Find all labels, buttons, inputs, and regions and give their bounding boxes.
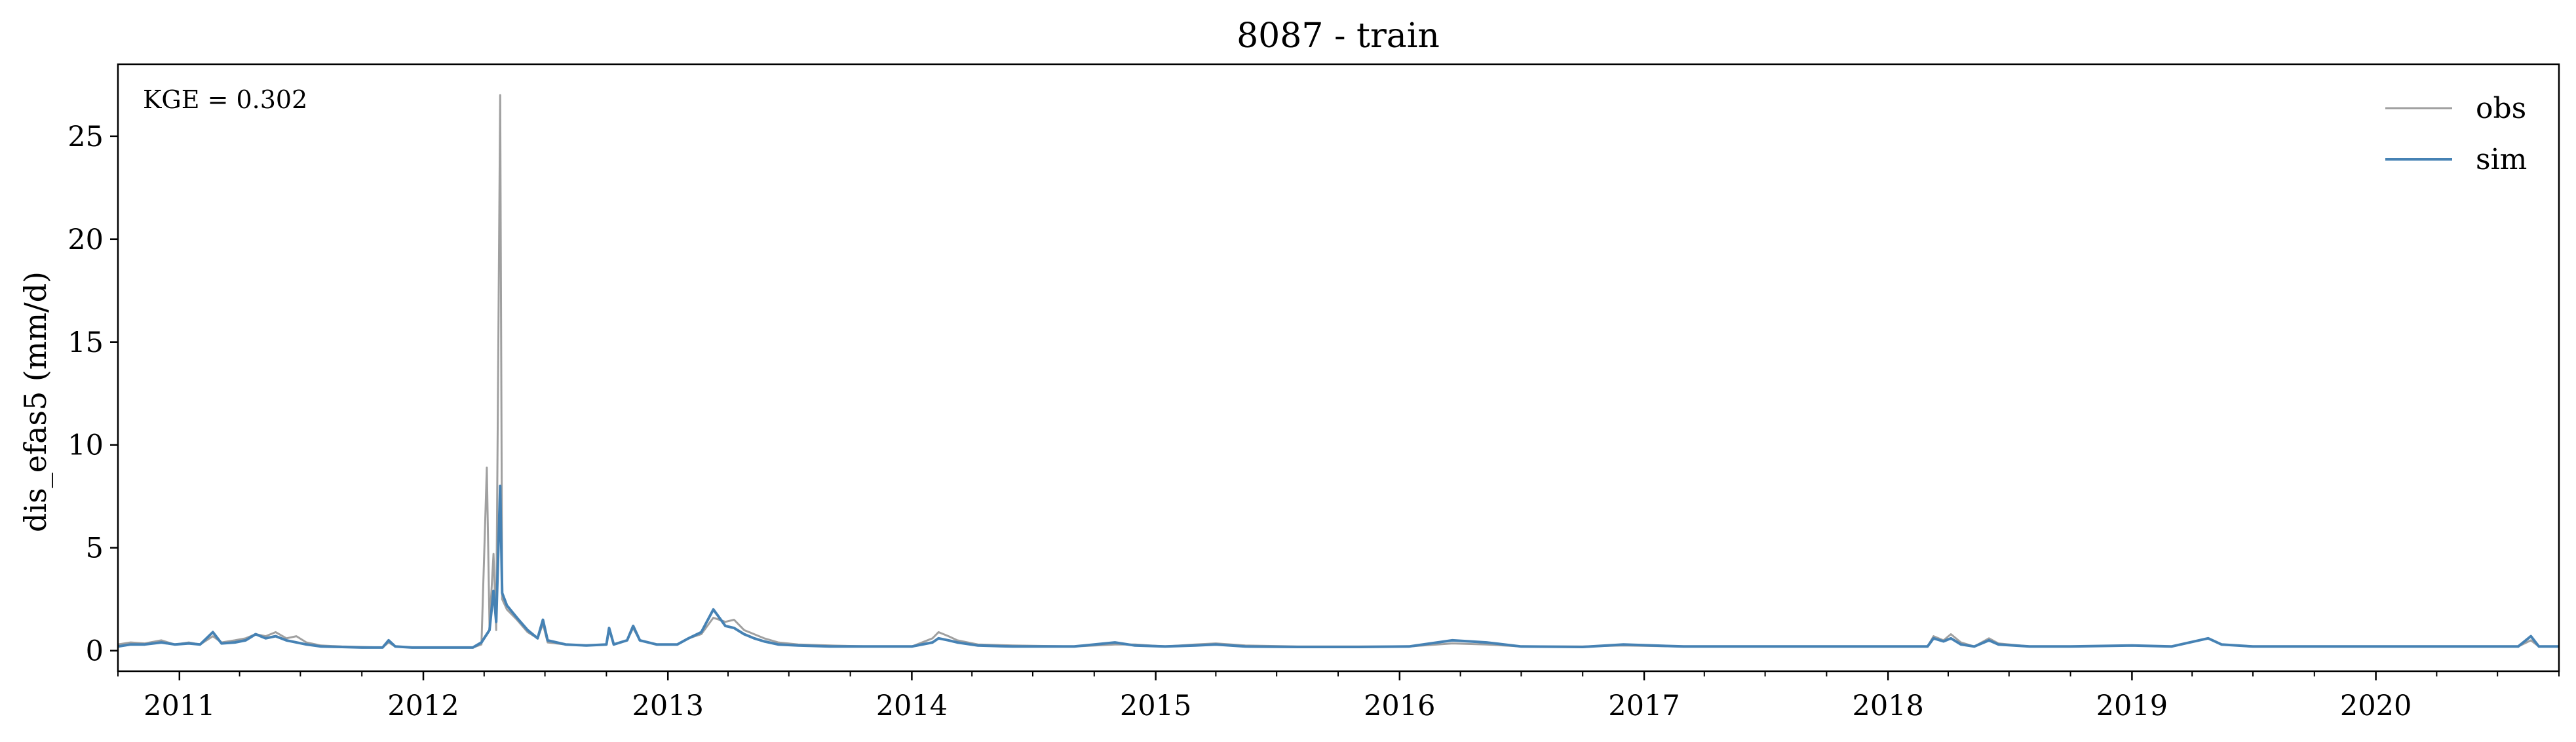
x-tick-label: 2015 xyxy=(1120,690,1191,722)
y-tick-label: 15 xyxy=(67,326,104,359)
legend-label-sim: sim xyxy=(2476,143,2527,176)
legend-label-obs: obs xyxy=(2476,92,2526,125)
x-tick-label: 2019 xyxy=(2096,690,2168,722)
x-tick-label: 2017 xyxy=(1608,690,1680,722)
y-tick-label: 20 xyxy=(67,224,104,256)
x-tick-label: 2018 xyxy=(1852,690,1923,722)
kge-annotation: KGE = 0.302 xyxy=(143,85,307,114)
x-tick-label: 2020 xyxy=(2340,690,2412,722)
x-tick-label: 2016 xyxy=(1364,690,1435,722)
x-tick-label: 2012 xyxy=(387,690,459,722)
y-axis: 0 5 10 15 20 25 xyxy=(67,121,118,668)
x-tick-label: 2011 xyxy=(144,690,215,722)
plot-area xyxy=(117,63,2560,673)
series-line-obs xyxy=(118,94,2559,649)
x-tick-label: 2013 xyxy=(632,690,704,722)
y-tick-label: 0 xyxy=(86,635,104,668)
y-axis-label: dis_efas5 (mm/d) xyxy=(18,271,53,532)
series-line-sim xyxy=(118,484,2559,649)
series-layer xyxy=(118,94,2559,649)
legend: obs sim xyxy=(2385,92,2527,176)
y-tick-label: 25 xyxy=(67,121,104,153)
y-tick-label: 10 xyxy=(67,429,104,462)
x-tick-label: 2014 xyxy=(876,690,948,722)
x-axis: 2011 2012 2013 2014 2015 2016 2017 2018 2019 2020 xyxy=(117,671,2560,722)
chart-title: 8087 - train xyxy=(1237,16,1440,56)
y-tick-label: 5 xyxy=(86,532,104,565)
